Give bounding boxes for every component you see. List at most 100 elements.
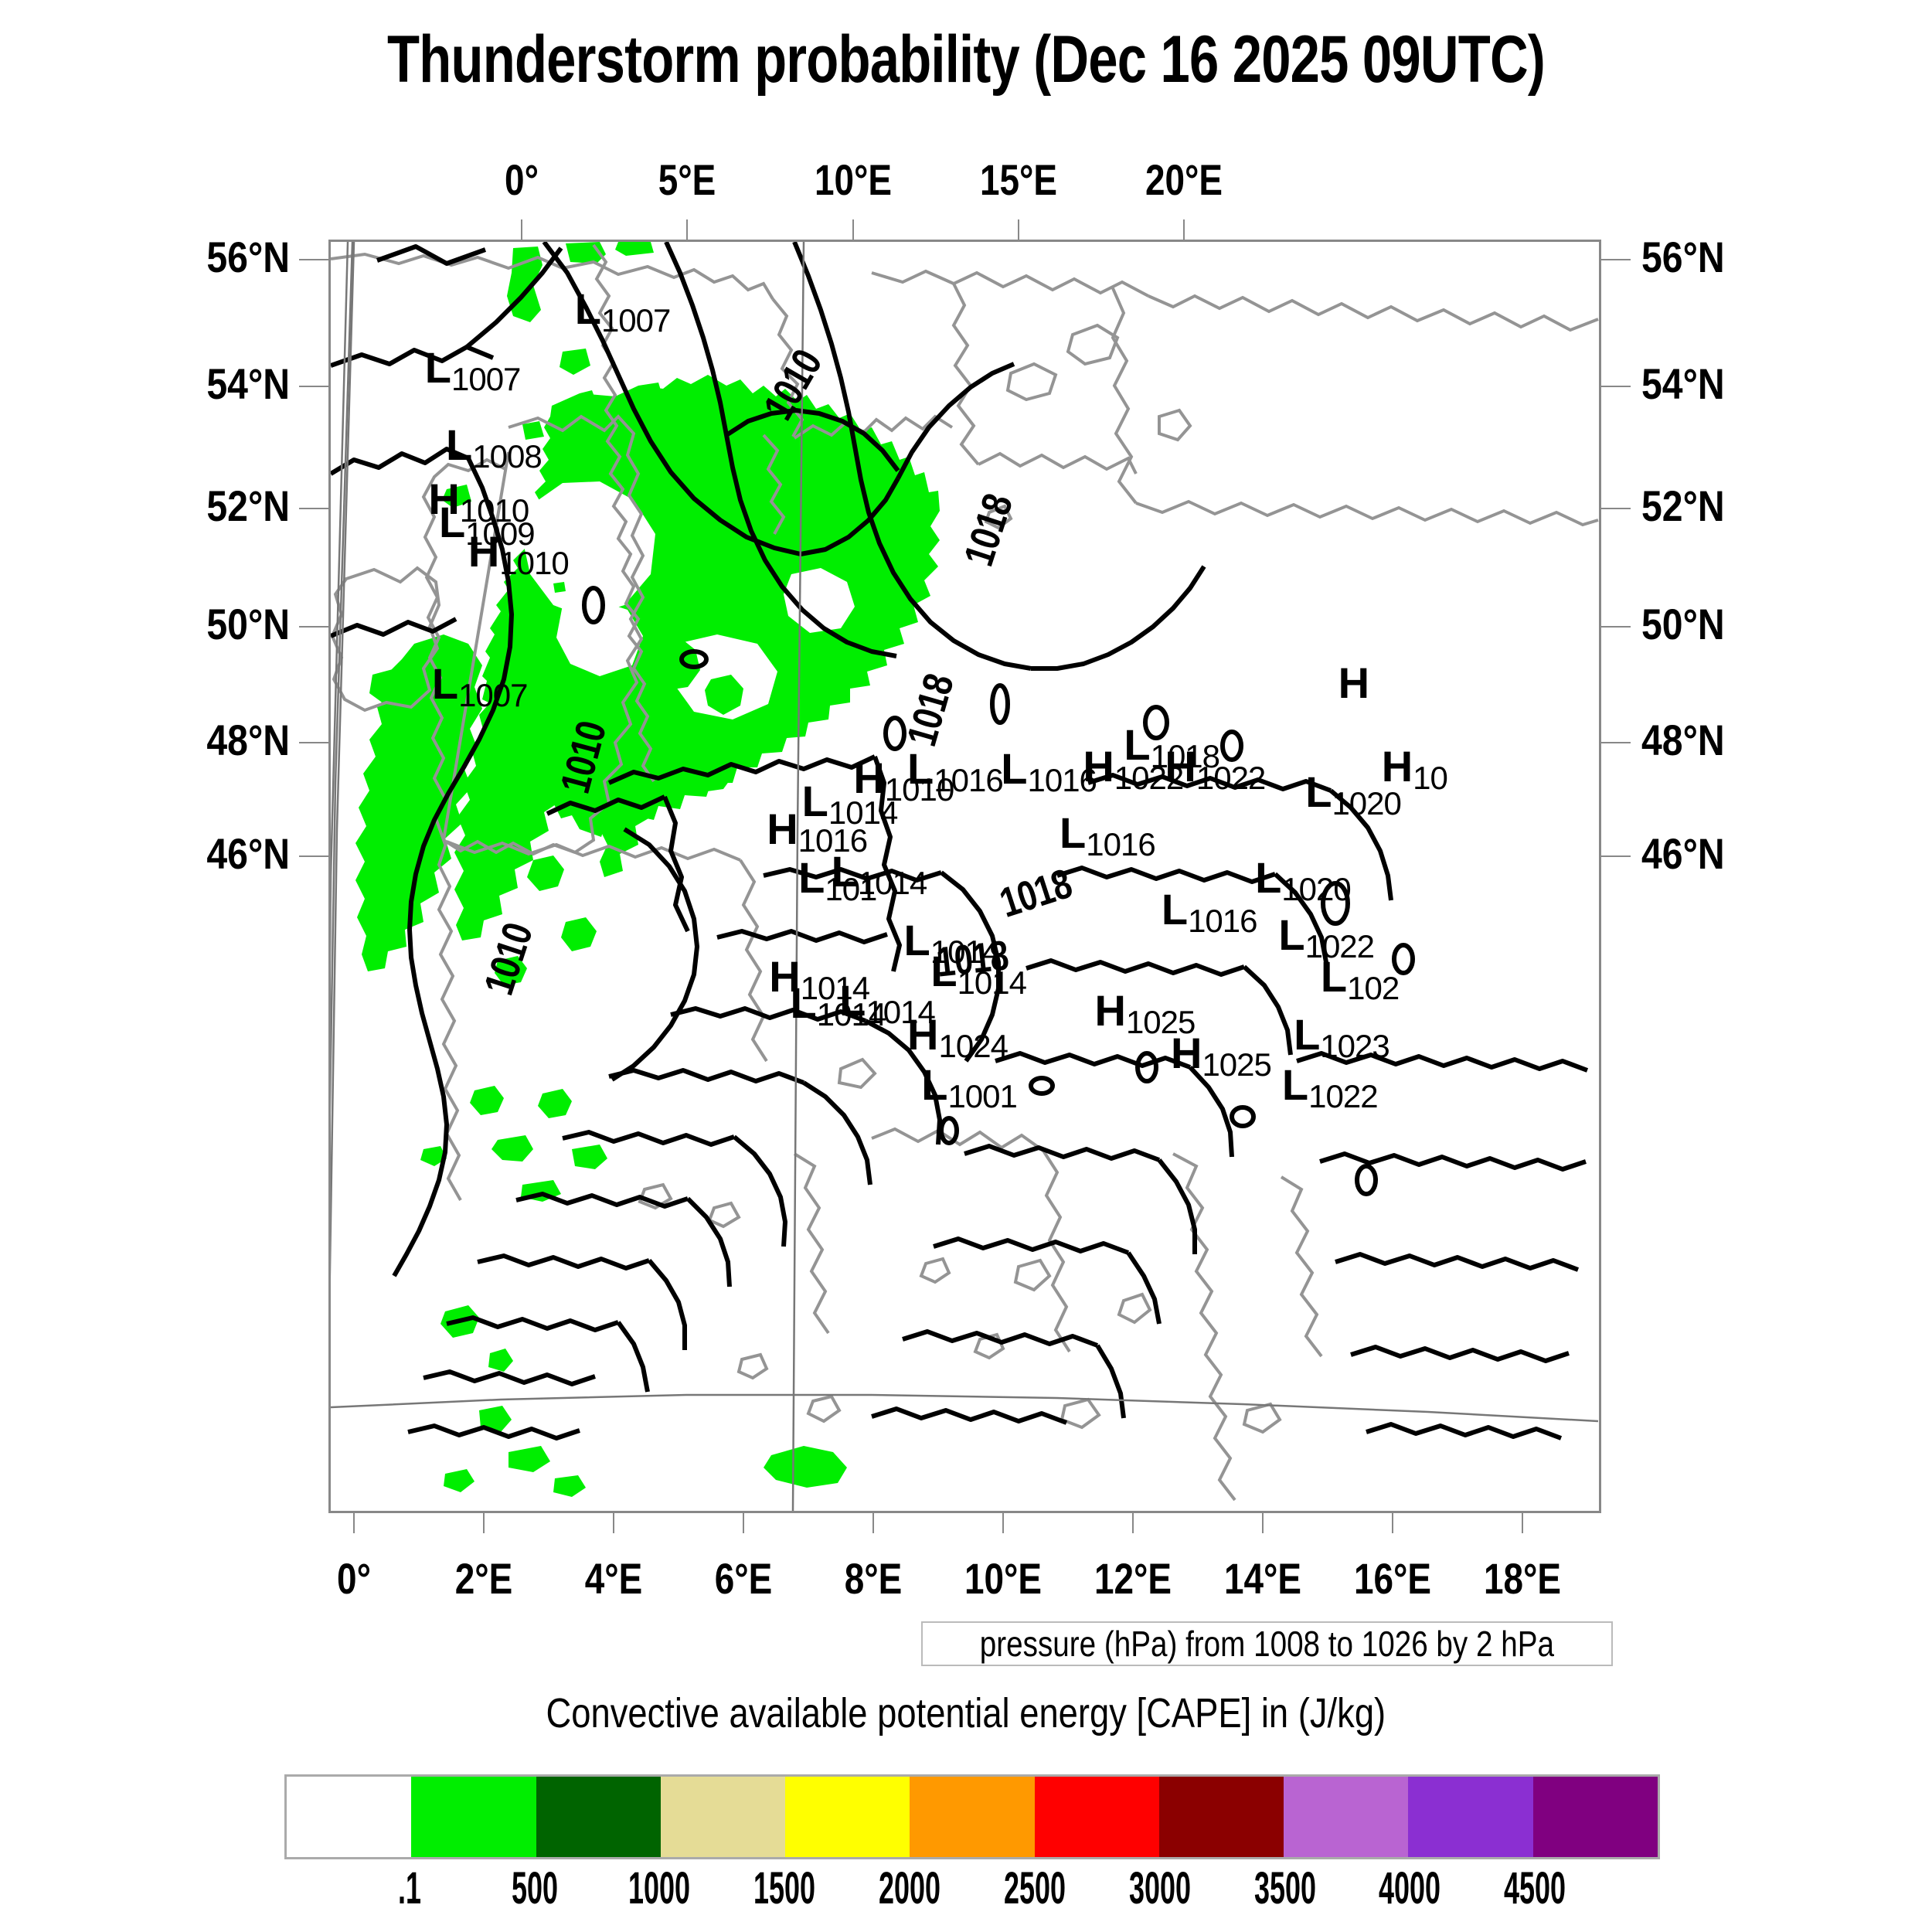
right-tick [1601, 626, 1631, 628]
colorbar-segment[interactable] [1034, 1777, 1159, 1857]
bottom-tick [612, 1513, 614, 1533]
pressure-center-label: L1014 [930, 946, 1027, 1001]
left-axis-label: 52°N [206, 481, 290, 530]
colorbar-segment[interactable] [287, 1777, 412, 1857]
colorbar-segment[interactable] [785, 1777, 910, 1857]
bottom-axis-label: 18°E [1483, 1554, 1561, 1603]
top-tick [1182, 219, 1185, 240]
bottom-tick [1391, 1513, 1393, 1533]
right-axis-label: 46°N [1641, 828, 1725, 878]
pressure-legend-box: pressure (hPa) from 1008 to 1026 by 2 hP… [921, 1621, 1613, 1666]
left-tick [299, 855, 328, 857]
bottom-tick [742, 1513, 744, 1533]
colorbar-segment[interactable] [910, 1777, 1035, 1857]
pressure-center-label: L1014 [839, 975, 936, 1030]
left-tick [299, 385, 328, 387]
colorbar-segment[interactable] [536, 1777, 661, 1857]
pressure-center-label: H1025 [1170, 1028, 1272, 1083]
pressure-center-label: L1023 [1294, 1009, 1390, 1064]
pressure-center-label: L1007 [424, 343, 522, 398]
colorbar-tick: 1500 [753, 1863, 816, 1913]
colorbar-segment[interactable] [1408, 1777, 1533, 1857]
pressure-center-label: L1016 [1060, 808, 1156, 862]
pressure-center-label: L1020 [1305, 767, 1402, 821]
left-tick [299, 626, 328, 628]
pressure-center-label: L1016 [1161, 884, 1258, 939]
bottom-tick [482, 1513, 485, 1533]
right-axis-label: 50°N [1641, 600, 1725, 649]
right-tick [1601, 742, 1631, 744]
right-axis-label: 54°N [1641, 359, 1725, 408]
pressure-center-label: L1009 [438, 498, 536, 553]
pressure-center-label: H1024 [907, 1009, 1009, 1064]
colorbar-tick: 500 [511, 1863, 558, 1913]
colorbar-segment[interactable] [1284, 1777, 1409, 1857]
pressure-center-label: L1016 [907, 743, 1004, 798]
bottom-axis-label: 0° [336, 1554, 371, 1603]
page-title: Thunderstorm probability (Dec 16 2025 09… [387, 22, 1546, 97]
colorbar-segment[interactable] [660, 1777, 786, 1857]
pressure-center-label: L1018 [1124, 720, 1220, 775]
colorbar-tick: 4000 [1379, 1863, 1441, 1913]
isobar-value-label: 1018 [934, 931, 1011, 986]
pressure-center-label: L1020 [1255, 852, 1352, 907]
pressure-center-label: L1022 [1278, 910, 1375, 964]
pressure-center-label: L101 [798, 852, 877, 907]
bottom-axis-label: 14°E [1223, 1554, 1301, 1603]
left-tick [299, 742, 328, 744]
bottom-tick [352, 1513, 355, 1533]
bottom-axis-label: 4°E [584, 1554, 643, 1603]
left-axis-label: 50°N [206, 600, 290, 649]
left-tick [299, 507, 328, 509]
pressure-center-label: H10 [1381, 741, 1448, 796]
left-axis-label: 48°N [206, 716, 290, 765]
pressure-center-label: H1010 [428, 474, 529, 529]
pressure-legend-text: pressure (hPa) from 1008 to 1026 by 2 hP… [979, 1624, 1555, 1664]
right-tick [1601, 385, 1631, 387]
pressure-center-label: H [1338, 658, 1370, 707]
top-axis-label: 15°E [979, 155, 1057, 204]
right-tick [1601, 507, 1631, 509]
colorbar-tick: 4500 [1504, 1863, 1566, 1913]
pressure-center-label: H1022 [1083, 741, 1184, 796]
pressure-center-label: H1010 [853, 753, 954, 808]
top-tick [686, 219, 689, 240]
right-axis-label: 48°N [1641, 716, 1725, 765]
top-axis-label: 5°E [658, 155, 716, 204]
colorbar-tick: .1 [397, 1863, 421, 1913]
pressure-center-label: L1014 [831, 846, 928, 901]
pressure-center-label: H1025 [1094, 986, 1196, 1041]
bottom-axis-label: 12°E [1094, 1554, 1172, 1603]
bottom-axis-label: 2°E [454, 1554, 513, 1603]
pressure-center-label: L1014 [801, 777, 899, 832]
map-graphics [331, 242, 1599, 1511]
bottom-tick [1261, 1513, 1264, 1533]
right-tick [1601, 855, 1631, 857]
colorbar-segment[interactable] [1158, 1777, 1284, 1857]
bottom-tick [1131, 1513, 1134, 1533]
map-canvas[interactable] [328, 240, 1601, 1513]
right-axis-label: 56°N [1641, 233, 1725, 282]
pressure-center-label: H1014 [769, 952, 870, 1007]
colorbar-tick: 2500 [1003, 1863, 1066, 1913]
top-axis-label: 0° [505, 155, 539, 204]
bottom-tick [1521, 1513, 1523, 1533]
bottom-tick [1002, 1513, 1004, 1533]
cape-colorbar[interactable] [284, 1774, 1660, 1859]
pressure-center-label: H1022 [1165, 741, 1266, 796]
bottom-tick [872, 1513, 874, 1533]
colorbar-tick: 1000 [628, 1863, 691, 1913]
bottom-axis-label: 16°E [1353, 1554, 1431, 1603]
right-tick [1601, 259, 1631, 261]
pressure-center-label: L1016 [1001, 743, 1097, 798]
colorbar-tick: 3000 [1128, 1863, 1191, 1913]
top-tick [1017, 219, 1019, 240]
top-tick [852, 219, 854, 240]
colorbar-tick-labels: .1 500 1000 1500 2000 2500 3000 3500 4000 4500 [284, 1862, 1660, 1924]
colorbar-tick: 2000 [879, 1863, 941, 1913]
colorbar-segment[interactable] [411, 1777, 536, 1857]
colorbar-segment[interactable] [1532, 1777, 1658, 1857]
pressure-center-label: L1001 [921, 1060, 1018, 1114]
left-axis-label: 46°N [206, 828, 290, 878]
pressure-center-label: L1022 [1281, 1060, 1379, 1114]
